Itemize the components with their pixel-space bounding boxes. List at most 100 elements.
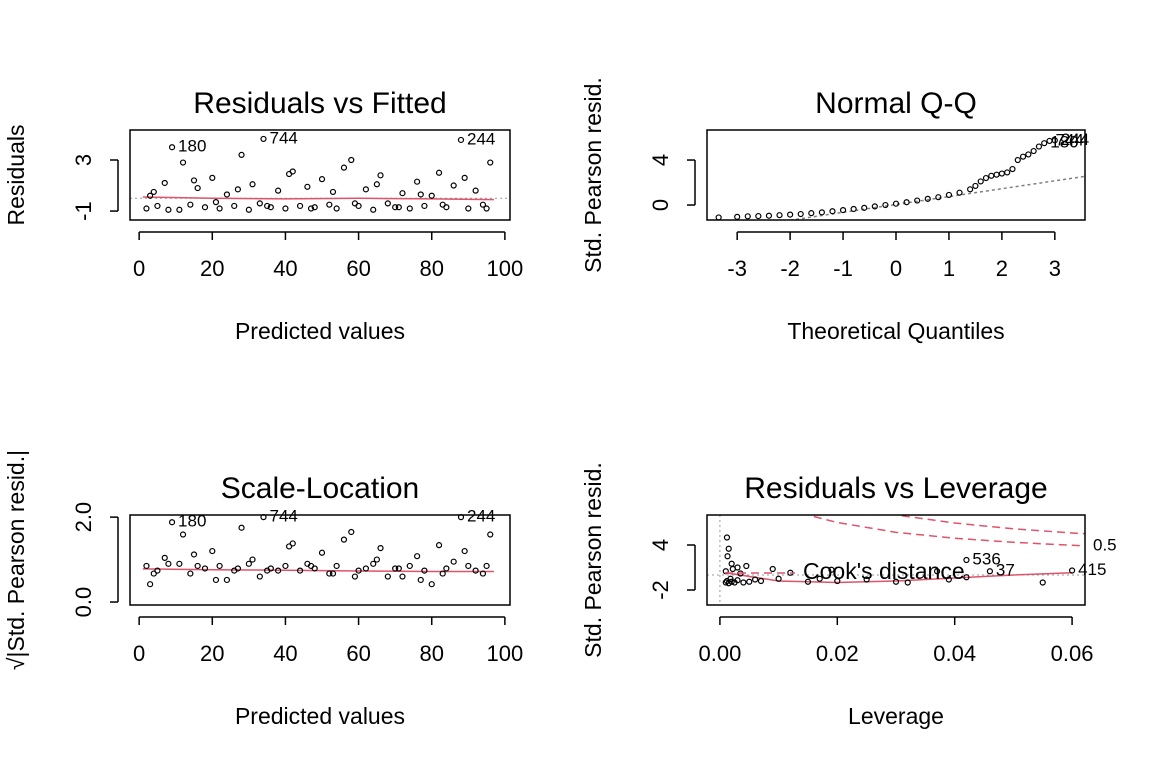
y-tick-label: 3 bbox=[71, 154, 96, 166]
point bbox=[209, 174, 216, 181]
point bbox=[238, 524, 245, 531]
point bbox=[209, 547, 216, 555]
point bbox=[728, 560, 735, 567]
point bbox=[1039, 579, 1046, 586]
point bbox=[147, 581, 154, 588]
x-axis-label: Predicted values bbox=[235, 703, 405, 729]
point bbox=[1004, 169, 1011, 176]
point bbox=[161, 554, 168, 561]
x-tick-label: 0.02 bbox=[816, 641, 859, 666]
x-tick-label: 0 bbox=[133, 256, 145, 281]
point bbox=[487, 531, 494, 538]
point bbox=[435, 542, 443, 549]
point bbox=[924, 195, 931, 202]
point bbox=[728, 578, 735, 585]
point bbox=[373, 181, 380, 188]
point bbox=[722, 579, 729, 586]
point bbox=[1025, 151, 1032, 158]
contour-label: 0.5 bbox=[1093, 535, 1117, 554]
point bbox=[457, 514, 465, 521]
point bbox=[727, 575, 734, 582]
point bbox=[231, 202, 238, 210]
point bbox=[154, 567, 161, 574]
point bbox=[443, 565, 450, 572]
plot-frame bbox=[706, 129, 1086, 221]
point-label: 744 bbox=[269, 507, 297, 526]
point bbox=[333, 205, 340, 212]
point bbox=[734, 577, 741, 584]
point bbox=[472, 567, 479, 574]
point bbox=[264, 202, 271, 210]
point bbox=[1068, 567, 1076, 574]
point bbox=[479, 201, 487, 208]
point bbox=[165, 560, 172, 567]
point bbox=[245, 206, 252, 213]
point bbox=[755, 212, 762, 220]
point bbox=[723, 534, 731, 541]
point bbox=[993, 171, 1000, 178]
x-tick-label: 3 bbox=[1049, 256, 1061, 281]
point bbox=[285, 170, 293, 178]
point bbox=[977, 178, 984, 185]
point bbox=[797, 210, 804, 218]
point bbox=[834, 577, 841, 585]
point bbox=[465, 562, 472, 570]
point bbox=[776, 212, 783, 219]
point bbox=[450, 182, 457, 189]
point bbox=[234, 186, 241, 193]
point bbox=[769, 565, 776, 573]
point bbox=[414, 553, 421, 560]
point bbox=[307, 562, 315, 570]
point bbox=[216, 562, 223, 570]
point bbox=[260, 514, 267, 521]
x-tick-label: 1 bbox=[943, 256, 955, 281]
point bbox=[194, 562, 201, 570]
point bbox=[740, 579, 747, 586]
x-tick-label: 2 bbox=[996, 256, 1008, 281]
point bbox=[998, 170, 1005, 177]
smooth-line bbox=[142, 196, 494, 201]
point bbox=[370, 206, 377, 213]
point bbox=[988, 172, 995, 179]
point bbox=[725, 545, 732, 552]
point bbox=[351, 200, 359, 207]
point bbox=[384, 573, 391, 580]
point bbox=[986, 568, 994, 575]
x-tick-label: 100 bbox=[487, 256, 524, 281]
y-tick-label: 2.0 bbox=[71, 502, 96, 533]
point bbox=[406, 562, 413, 570]
point bbox=[377, 545, 384, 552]
point bbox=[483, 562, 490, 570]
x-tick-label: -3 bbox=[727, 256, 747, 281]
point bbox=[914, 197, 921, 204]
point bbox=[439, 201, 446, 208]
point bbox=[963, 556, 970, 564]
point bbox=[326, 570, 333, 577]
y-axis-label: √|Std. Pearson resid.| bbox=[3, 450, 29, 670]
point bbox=[428, 581, 435, 588]
point bbox=[238, 151, 245, 158]
x-tick-label: 20 bbox=[200, 641, 224, 666]
point bbox=[256, 200, 263, 207]
point bbox=[972, 182, 979, 190]
point bbox=[465, 205, 472, 212]
x-tick-label: 0 bbox=[890, 256, 902, 281]
point bbox=[850, 205, 857, 213]
point bbox=[212, 576, 220, 584]
point bbox=[816, 575, 823, 582]
point bbox=[757, 577, 765, 585]
x-tick-label: 80 bbox=[419, 641, 443, 666]
point bbox=[724, 553, 731, 560]
point bbox=[161, 179, 168, 187]
point bbox=[945, 576, 952, 583]
y-axis-label: Std. Pearson resid. bbox=[580, 77, 606, 273]
point bbox=[818, 209, 825, 216]
point bbox=[752, 576, 759, 583]
x-tick-label: 60 bbox=[346, 256, 370, 281]
plot-frame bbox=[129, 514, 511, 606]
point bbox=[882, 201, 889, 209]
point bbox=[275, 567, 282, 574]
point bbox=[311, 204, 318, 211]
point-label: 180 bbox=[1050, 133, 1078, 152]
